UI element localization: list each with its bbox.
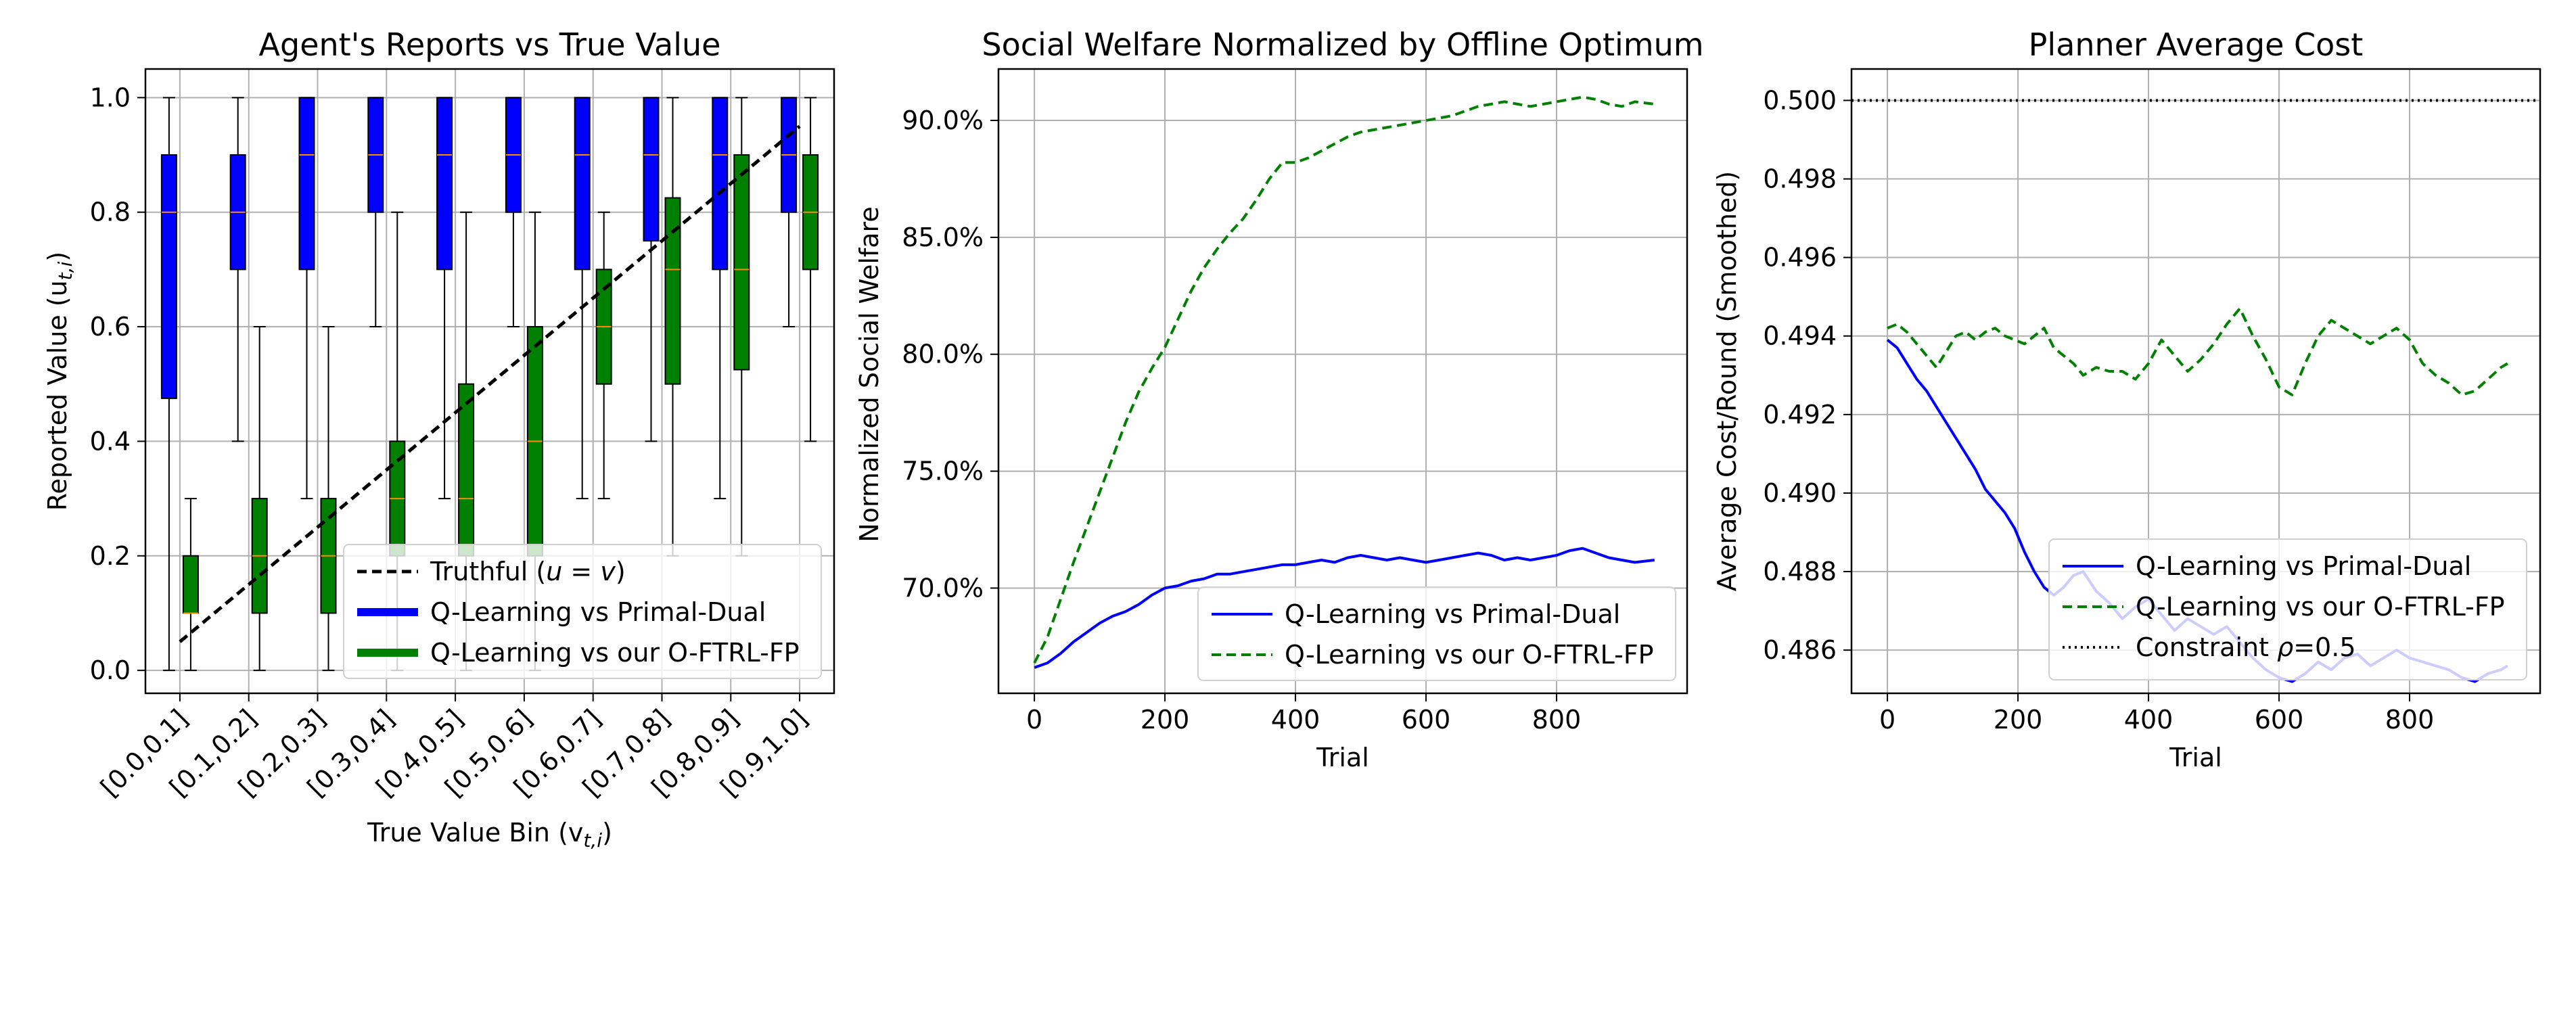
y-tick-label: 0.4: [90, 426, 131, 456]
x-tick-label: 600: [2255, 705, 2304, 735]
plot-frame: [1850, 68, 2542, 695]
legend: Q-Learning vs Primal-Dual Q-Learning vs …: [2048, 538, 2527, 680]
chart-title: Social Welfare Normalized by Offline Opt…: [982, 26, 1703, 63]
plot-frame: [997, 68, 1688, 695]
x-tick-label: 200: [1994, 705, 2043, 735]
line-marks: [1033, 95, 1655, 669]
y-tick-label: 90.0%: [902, 106, 984, 135]
panel-planner-cost: Planner Average Cost 0.486 0.488 0.490 0.49…: [1712, 26, 2542, 772]
y-tick-label: 0.498: [1763, 164, 1837, 194]
box-primal-dual: [298, 97, 315, 271]
y-tick-label: 0.486: [1763, 635, 1837, 665]
legend-label-primal-dual: Q-Learning vs Primal-Dual: [1285, 599, 1620, 629]
x-axis-label-sub: t,i: [583, 829, 602, 852]
y-axis-label: Average Cost/Round (Smoothed): [1712, 171, 1742, 592]
x-tick-label: 400: [2124, 705, 2174, 735]
box-primal-dual: [160, 154, 177, 399]
chart-title: Planner Average Cost: [2029, 26, 2364, 63]
box-plot-marks: [160, 97, 819, 672]
y-tick-label: 85.0%: [902, 223, 984, 252]
legend-label-oftrl: Q-Learning vs our O-FTRL-FP: [2136, 592, 2505, 622]
y-tick-label: 0.488: [1763, 557, 1837, 586]
box-primal-dual: [643, 97, 660, 242]
legend: Truthful (u = v) Q-Learning vs Primal-Du…: [343, 544, 822, 679]
y-tick-label: 0.8: [90, 198, 131, 227]
y-tick-label: 70.0%: [902, 573, 984, 603]
panel-social-welfare: Social Welfare Normalized by Offline Opt…: [854, 26, 1704, 772]
legend-label-primal-dual: Q-Learning vs Primal-Dual: [2136, 551, 2471, 581]
y-tick-label: 0.2: [90, 541, 131, 571]
y-tick-label: 0.0: [90, 655, 131, 685]
chart-title: Agent's Reports vs True Value: [259, 26, 721, 63]
x-axis-label: True Value Bin (vt,i): [367, 818, 612, 852]
y-tick-label: 1.0: [90, 83, 131, 112]
x-tick-label: 800: [1532, 705, 1582, 735]
truthful-line: [179, 124, 801, 643]
box-primal-dual: [574, 97, 591, 271]
y-tick-label: 0.494: [1763, 321, 1837, 351]
series-line-primal-dual: [1034, 547, 1655, 669]
panel-box-plot: Agent's Reports vs True Value 0.0 0.2 0.4 0…: [43, 26, 835, 852]
legend-label-oftrl: Q-Learning vs our O-FTRL-FP: [430, 638, 800, 668]
series-line-oftrl: [1033, 95, 1655, 664]
legend-frame: [2048, 538, 2527, 680]
box-oftrl: [664, 197, 681, 385]
x-axis-label: Trial: [2169, 743, 2222, 772]
y-axis-label-sub: t,i: [54, 261, 76, 280]
x-tick-label: 0: [1026, 705, 1042, 735]
y-tick-label: 0.490: [1763, 478, 1837, 508]
box-oftrl: [182, 555, 199, 614]
y-tick-label: 75.0%: [902, 457, 984, 486]
legend-label-primal-dual: Q-Learning vs Primal-Dual: [430, 597, 766, 627]
legend-frame: [343, 544, 822, 679]
x-axis-label: Trial: [1316, 743, 1369, 772]
legend: Q-Learning vs Primal-Dual Q-Learning vs …: [1197, 586, 1676, 681]
y-tick-label: 0.496: [1763, 243, 1837, 273]
x-tick-label: 600: [1402, 705, 1451, 735]
y-tick-label: 0.6: [90, 312, 131, 342]
x-tick-label: 800: [2385, 705, 2435, 735]
box-primal-dual: [712, 97, 729, 271]
series-line-oftrl: [1887, 307, 2508, 396]
legend-label-constraint: Constraint ρ=0.5: [2136, 632, 2356, 662]
box-oftrl: [733, 154, 750, 371]
legend-label-truthful: Truthful (u = v): [430, 557, 626, 586]
y-tick-label: 80.0%: [902, 340, 984, 369]
box-primal-dual: [436, 97, 453, 271]
axes: 0.486 0.488 0.490 0.492 0.494 0.496 0.498 0.500…: [1763, 68, 2542, 735]
y-tick-label: 0.492: [1763, 400, 1837, 430]
y-axis-label: Reported Value (ut,i): [43, 252, 76, 511]
legend-frame: [1197, 586, 1676, 681]
axes: 70.0% 75.0% 80.0% 85.0% 90.0% 0 200 400 600 800: [902, 68, 1688, 735]
x-tick-label: 400: [1271, 705, 1320, 735]
y-tick-label: 0.500: [1763, 85, 1837, 115]
legend-label-oftrl: Q-Learning vs our O-FTRL-FP: [1285, 640, 1654, 670]
x-tick-label: 200: [1141, 705, 1190, 735]
x-tick-label: 0: [1879, 705, 1895, 735]
plot-frame: [144, 68, 835, 695]
y-axis-label: Normalized Social Welfare: [854, 206, 884, 542]
